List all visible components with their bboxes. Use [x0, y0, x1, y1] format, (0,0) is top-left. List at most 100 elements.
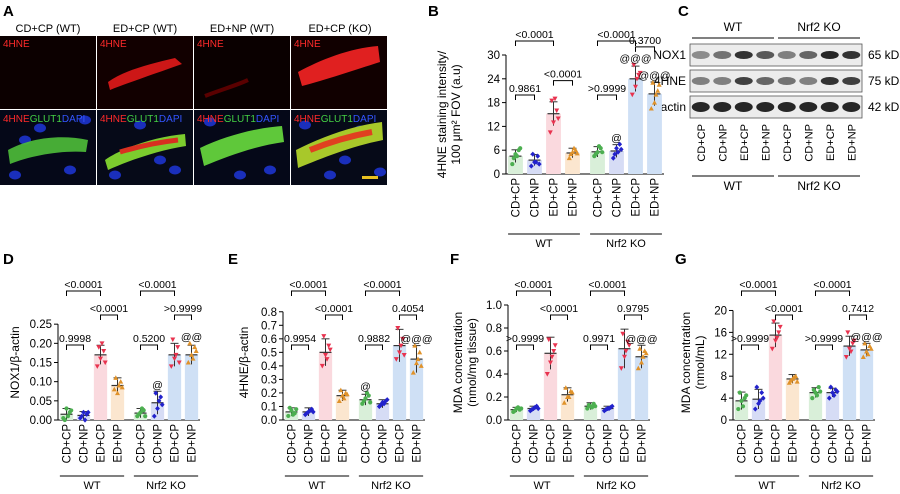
data-point [319, 363, 325, 369]
y-tick-label: 0.25 [30, 319, 52, 331]
significance-mark: @ [611, 132, 622, 144]
data-point [777, 324, 783, 330]
group-label: WT [724, 179, 743, 193]
p-value-label: 0.9861 [509, 83, 541, 95]
lane-label: CD+CP [696, 124, 708, 162]
micro-channel-label: GLUT1 [127, 114, 160, 125]
significance-mark: @@@ [626, 333, 658, 345]
data-point [744, 393, 749, 398]
blot-row-label: NOX1 [653, 48, 686, 62]
p-value-label: <0.0001 [315, 303, 353, 315]
data-point [552, 343, 558, 348]
category-label: CD+CP [811, 424, 823, 464]
data-point [69, 408, 74, 413]
category-label: ED+NP [788, 424, 800, 463]
data-point [549, 354, 555, 360]
y-tick-label: 0.5 [261, 347, 277, 359]
data-point [618, 146, 624, 153]
category-label: ED+CP [620, 424, 632, 463]
blot-membrane [689, 43, 863, 67]
blot-band [842, 102, 861, 112]
y-tick-label: 6 [494, 145, 500, 157]
micro-channel-label: 4HNE [3, 114, 30, 125]
lane-label: CD+CP [782, 124, 794, 162]
category-label: ED+CP [546, 424, 558, 463]
y-tick-label: 16 [714, 327, 727, 339]
data-point [65, 414, 71, 419]
group-label: WT [724, 20, 743, 34]
data-point [156, 398, 162, 404]
data-point [757, 398, 763, 404]
data-point [774, 335, 780, 341]
bar [546, 113, 561, 174]
bar [859, 349, 874, 420]
dapi-nucleus [79, 115, 91, 125]
bar [785, 378, 800, 420]
data-point [536, 161, 542, 167]
group-label: Nrf2 KO [146, 480, 186, 492]
group-label: WT [758, 480, 775, 492]
data-point [395, 326, 401, 331]
p-value-label: <0.0001 [289, 279, 327, 291]
blot-band [777, 51, 796, 59]
data-point [98, 356, 103, 362]
blot-band [842, 51, 861, 59]
micro-vessel-signal [8, 137, 88, 164]
data-point [415, 356, 421, 362]
data-point [514, 154, 520, 159]
data-point [519, 406, 524, 411]
data-point [111, 386, 117, 392]
data-point [648, 105, 654, 111]
category-label: CD+CP [593, 178, 605, 218]
data-point [530, 151, 536, 157]
data-point [116, 382, 122, 388]
micro-channel-label: DAPI [159, 114, 182, 125]
significance-bracket [365, 344, 383, 350]
blot-band [820, 102, 839, 112]
data-point [791, 374, 797, 380]
category-label: ED+NP [412, 424, 424, 463]
p-value-label: >0.9999 [731, 333, 769, 345]
data-point [568, 151, 574, 157]
micro-merge-label: 4HNEGLUT1DAPI [197, 114, 279, 125]
significance-mark: @ [360, 381, 371, 393]
p-value-label: >0.9999 [164, 303, 202, 315]
data-point [378, 402, 384, 408]
y-axis-label: NOX1/β-actin [8, 326, 22, 398]
dapi-nucleus [299, 120, 311, 130]
significance-bracket [635, 46, 655, 52]
data-point [623, 349, 629, 354]
micro-merge-label: 4HNEGLUT1DAPI [100, 114, 182, 125]
category-label: ED+CP [771, 424, 783, 463]
significance-bracket [325, 314, 343, 320]
data-point [635, 365, 641, 371]
micro-channel-label: GLUT1 [321, 114, 354, 125]
bar [647, 93, 662, 174]
data-point [589, 405, 595, 410]
data-point [830, 390, 835, 396]
p-value-label: 0.4054 [392, 303, 424, 315]
data-point [85, 409, 91, 415]
p-value-label: <0.0001 [64, 279, 102, 291]
bar [93, 354, 108, 420]
data-point [845, 330, 851, 335]
blot-band [756, 51, 775, 59]
category-label: ED+CP [845, 424, 857, 463]
data-point [168, 364, 174, 369]
lane-label: ED+CP [739, 124, 751, 161]
data-point [574, 150, 580, 156]
data-point [323, 353, 328, 358]
data-point [528, 163, 534, 169]
data-point [143, 414, 148, 419]
significance-bracket [291, 344, 309, 350]
micro-col-title: ED+NP (WT) [210, 23, 274, 35]
data-point [634, 76, 640, 82]
micro-channel-label: DAPI [62, 114, 85, 125]
y-tick-label: 0.6 [261, 334, 277, 346]
data-point [326, 343, 332, 349]
data-point [614, 145, 619, 151]
micro-vessel-signal [119, 137, 179, 155]
y-tick-label: 1.0 [486, 300, 502, 312]
y-tick-label: 0.6 [486, 346, 502, 358]
significance-bracket [775, 314, 793, 320]
